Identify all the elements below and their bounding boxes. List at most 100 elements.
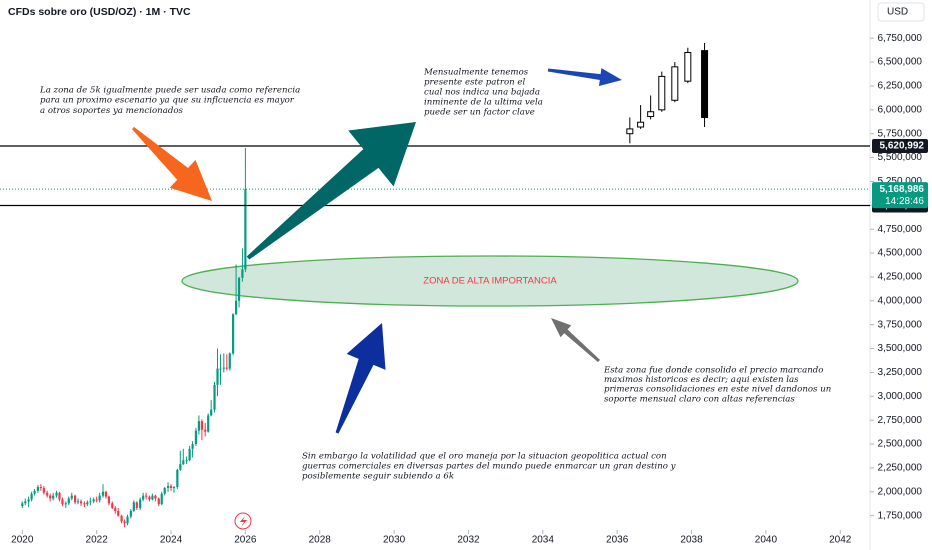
candle-body: [145, 495, 148, 497]
y-tick-label: 6,000,000: [878, 104, 923, 115]
last-price-badge: [872, 182, 928, 209]
y-tick-label: 5,500,000: [878, 152, 923, 163]
candle-body: [52, 495, 55, 499]
candle-body: [114, 508, 117, 511]
candle-body: [27, 499, 30, 502]
x-tick-label: 2020: [11, 535, 34, 546]
level-label: 5,620,992: [880, 141, 925, 152]
y-tick-label: 4,250,000: [878, 272, 923, 283]
y-tick-label: 5,750,000: [878, 128, 923, 139]
candle-body: [169, 486, 173, 488]
candle-body: [671, 66, 679, 101]
zone: [181, 255, 799, 307]
y-tick-label: 6,500,000: [878, 57, 923, 68]
y-tick-label: 4,750,000: [878, 224, 923, 235]
candle-body: [188, 448, 191, 461]
candle-body: [626, 128, 634, 135]
candle-body: [197, 421, 201, 431]
candle-body: [98, 495, 101, 501]
candle-body: [30, 493, 33, 500]
candle-body: [101, 491, 105, 496]
annotation-line: Mensualmente tenemos: [423, 68, 529, 78]
candle-body: [216, 368, 219, 385]
zone-label: ZONA DE ALTA IMPORTANCIA: [423, 276, 557, 287]
candle-body: [111, 503, 114, 509]
candle-body: [36, 487, 40, 491]
candle-body: [39, 487, 42, 489]
candle-body: [58, 492, 61, 500]
y-tick-label: 6,750,000: [878, 33, 923, 44]
x-tick-label: 2032: [457, 535, 480, 546]
annotation-line: soporte mensual claro con altas referenc…: [604, 394, 795, 404]
candle-body: [74, 495, 77, 503]
candle-body: [244, 189, 247, 270]
annotation-line: Esta zona fue donde consolido el precio …: [603, 366, 823, 376]
candle-body: [163, 487, 166, 494]
candle-body: [241, 269, 244, 278]
annotation-line: La zona de 5k igualmente puede ser usada…: [39, 86, 300, 96]
annotation-line: presente este patron el: [424, 78, 525, 88]
candle-body: [24, 501, 27, 504]
candle-body: [148, 496, 151, 500]
candle-body: [55, 492, 58, 496]
x-tick-label: 2026: [234, 535, 257, 546]
arrow: [335, 323, 386, 434]
currency-button[interactable]: [877, 2, 925, 22]
candle-body: [126, 516, 129, 524]
x-tick-label: 2036: [606, 535, 629, 546]
candle-body: [64, 503, 67, 505]
candle-body: [172, 487, 176, 489]
candle-body: [67, 498, 70, 504]
annotation-line: cual nos indica una bajada: [424, 88, 540, 98]
candle-body: [33, 490, 36, 494]
candle-body: [83, 503, 86, 505]
candle-body: [89, 501, 92, 503]
candle-body: [92, 499, 95, 502]
candle-body: [222, 367, 225, 369]
y-tick-label: 5,250,000: [878, 176, 923, 187]
x-tick-label: 2028: [309, 535, 332, 546]
candle-body: [647, 111, 655, 118]
last-price-label: 5,168,986: [880, 184, 925, 195]
y-tick-label: 3,750,000: [878, 319, 923, 330]
annotation-line: posiblemente seguir subiendo a 6k: [302, 472, 454, 482]
annotation-line: a otros soportes ya mencionados: [40, 106, 184, 116]
countdown: 14:28:46: [885, 196, 924, 207]
candle-body: [185, 460, 188, 462]
annotation-line: primeras consolidaciones en este nivel d…: [604, 385, 831, 395]
arrow: [551, 318, 601, 363]
candle-body: [139, 499, 142, 509]
x-tick-label: 2038: [680, 535, 703, 546]
candle-body: [120, 515, 123, 522]
y-tick-label: 6,250,000: [878, 81, 923, 92]
y-tick-label: 2,250,000: [878, 463, 923, 474]
candle-body: [49, 495, 52, 499]
candle-body: [228, 353, 231, 369]
candle-body: [95, 499, 98, 501]
y-tick-label: 2,500,000: [878, 439, 923, 450]
candle-body: [42, 487, 45, 493]
x-tick-label: 2034: [532, 535, 555, 546]
chart-title: CFDs sobre oro (USD/OZ) · 1M · TVC: [8, 6, 191, 18]
candle-body: [219, 368, 222, 370]
candle-body: [107, 496, 111, 504]
candle-body: [182, 460, 185, 465]
candle-body: [76, 501, 80, 503]
candle-body: [79, 501, 83, 504]
candle-body: [234, 300, 238, 315]
x-tick-label: 2040: [755, 535, 778, 546]
candle-body: [701, 50, 709, 118]
annotation-line: para un proximo escenario ya que su infl…: [40, 96, 295, 106]
currency-label[interactable]: USD: [887, 7, 908, 18]
candle-body: [70, 495, 73, 499]
y-tick-label: 2,000,000: [878, 486, 923, 497]
y-tick-label: 2,750,000: [878, 415, 923, 426]
candle-body: [176, 469, 179, 488]
arrow: [131, 126, 212, 201]
candle-body: [129, 510, 132, 517]
candle-body: [684, 52, 692, 82]
candle-body: [232, 314, 235, 354]
plot: ZONA DE ALTA IMPORTANCIA: [21, 42, 799, 528]
candle-body: [135, 502, 138, 509]
x-tick-label: 2042: [829, 535, 852, 546]
